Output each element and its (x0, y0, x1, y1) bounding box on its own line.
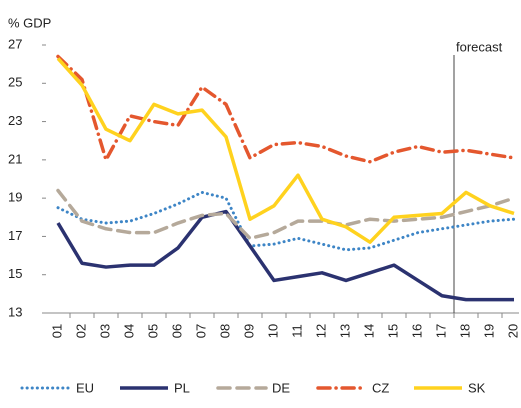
x-tick-label: 18 (457, 324, 472, 338)
legend-label: EU (76, 380, 94, 395)
y-tick-label: 23 (8, 113, 22, 128)
x-tick-label: 20 (505, 324, 520, 338)
x-tick-label: 03 (97, 324, 112, 338)
legend-label: SK (468, 380, 486, 395)
x-tick-label: 11 (289, 324, 304, 338)
x-tick-label: 01 (49, 324, 64, 338)
x-tick-label: 19 (481, 324, 496, 338)
x-tick-label: 07 (193, 324, 208, 338)
y-tick-label: 15 (8, 266, 22, 281)
x-tick-label: 14 (361, 324, 376, 338)
x-tick-label: 13 (337, 324, 352, 338)
x-tick-label: 10 (265, 324, 280, 338)
x-tick-label: 15 (385, 324, 400, 338)
x-tick-label: 09 (241, 324, 256, 338)
y-tick-label: 13 (8, 304, 22, 319)
x-tick-label: 17 (433, 324, 448, 338)
x-tick-label: 05 (145, 324, 160, 338)
line-series (56, 209, 514, 302)
legend-label: PL (174, 380, 190, 395)
y-tick-label: 27 (8, 36, 22, 51)
x-tick-label: 12 (313, 324, 328, 338)
y-tick-label: 17 (8, 228, 22, 243)
line-series (56, 190, 516, 252)
x-tick-label: 16 (409, 324, 424, 338)
y-tick-label: 19 (8, 190, 22, 205)
y-axis-label: % GDP (8, 15, 51, 30)
y-tick-label: 25 (8, 75, 22, 90)
annotation: forecast (456, 39, 503, 54)
x-tick-label: 04 (121, 324, 136, 338)
legend-label: CZ (372, 380, 389, 395)
x-tick-label: 06 (169, 324, 184, 338)
line-series (56, 188, 516, 241)
y-tick-label: 21 (8, 151, 22, 166)
line-series (56, 54, 516, 164)
legend-label: DE (272, 380, 290, 395)
line-series (56, 57, 515, 244)
x-tick-label: 08 (217, 324, 232, 338)
x-tick-label: 02 (73, 324, 88, 338)
